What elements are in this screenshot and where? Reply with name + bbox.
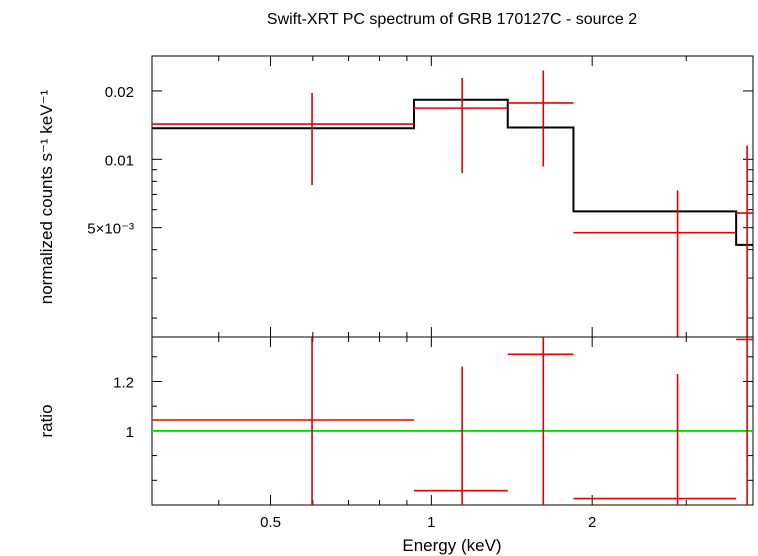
- ratio-data-point: [414, 366, 508, 505]
- ratio-data-point: [573, 374, 737, 505]
- y-tick-label: 0.01: [105, 152, 134, 169]
- ratio-data-point: [152, 337, 415, 505]
- spectrum-panel: 0.02 0.01 5×10⁻³ normalized counts s⁻¹ keV…: [37, 55, 754, 338]
- ratio-plot-frame: [151, 336, 754, 506]
- x-tick-label: 0.5: [260, 514, 281, 531]
- ratio-axis-label: ratio: [37, 404, 56, 437]
- spectrum-plot-frame: [151, 55, 754, 338]
- ratio-data-point: [736, 337, 753, 505]
- y-axis-label: normalized counts s⁻¹ keV⁻¹: [37, 89, 56, 304]
- spectrum-data-point: [736, 145, 753, 337]
- model-step-line: [152, 98, 753, 246]
- spectrum-data-point: [414, 78, 508, 174]
- x-tick-label: 2: [588, 514, 596, 531]
- spectrum-data-point: [573, 190, 737, 337]
- chart-title: Swift-XRT PC spectrum of GRB 170127C - s…: [267, 11, 637, 28]
- ratio-tick-label: 1.2: [113, 374, 134, 391]
- x-axis-label: Energy (keV): [402, 536, 501, 555]
- y-tick-label: 0.02: [105, 84, 134, 101]
- ratio-data-point: [507, 337, 574, 505]
- ratio-tick-label: 1: [126, 424, 134, 441]
- y-tick-label: 5×10⁻³: [87, 221, 134, 238]
- spectrum-data-point: [152, 92, 415, 186]
- spectrum-data-point: [507, 70, 574, 167]
- ratio-panel: 1.2 1 0.5 1 2 ratio Energy (keV): [37, 336, 754, 555]
- x-tick-label: 1: [427, 514, 435, 531]
